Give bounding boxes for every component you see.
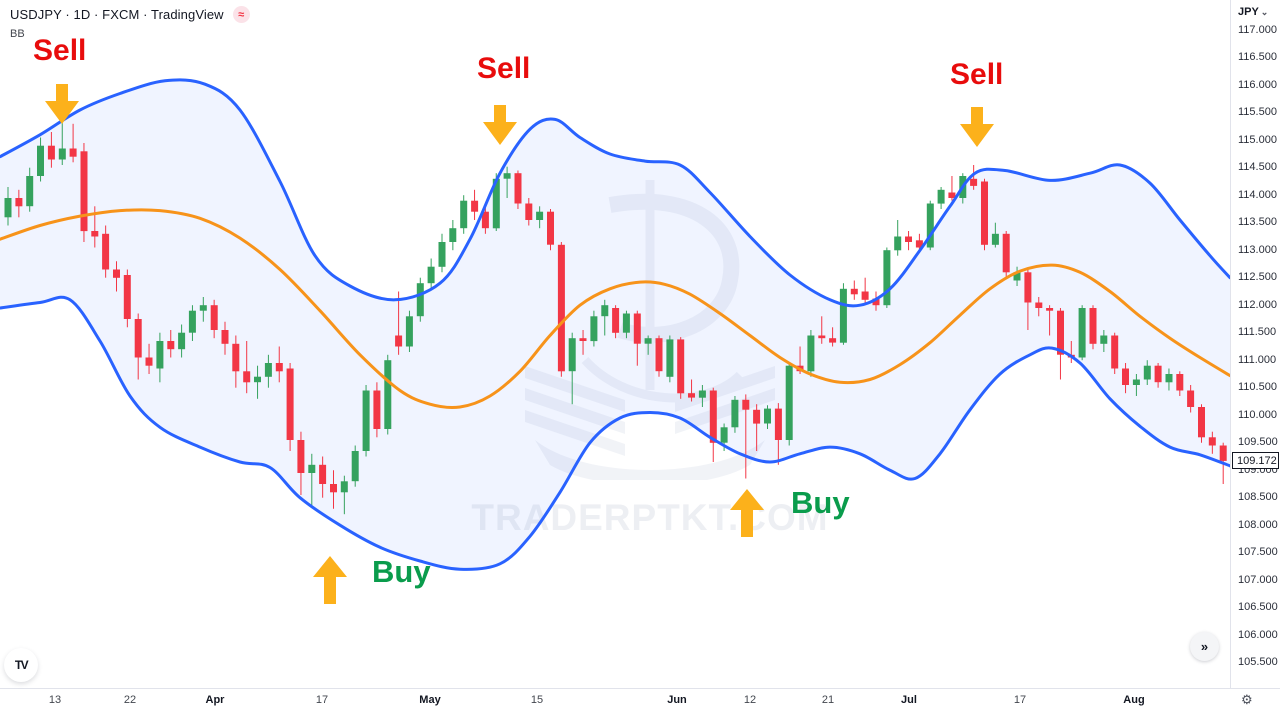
sell-arrow-down-icon[interactable] [483,105,517,145]
price-axis-tick: 117.000 [1238,23,1277,36]
buy-annotation-label[interactable]: Buy [791,485,850,520]
buy-arrow-up-icon[interactable] [313,556,347,604]
sell-arrow-down-icon[interactable] [960,107,994,147]
time-axis-label: 17 [315,694,329,706]
buy-arrow-up-icon[interactable] [730,489,764,537]
bollinger-basis-line[interactable] [0,208,1230,410]
buy-annotation-label[interactable]: Buy [372,554,431,589]
price-axis-tick: 105.500 [1238,656,1278,669]
candles-layer [4,115,1227,515]
sell-annotation-label[interactable]: Sell [33,34,87,67]
price-axis-tick: 106.000 [1238,628,1278,641]
time-axis-label: Jul [901,694,917,706]
time-axis-label: 15 [530,694,544,706]
price-axis[interactable]: JPY ⌄ 117.000 116.500 116.000 115.500 115.000… [1230,0,1280,688]
price-axis-tick: 115.500 [1238,106,1277,119]
price-axis-tick: 112.000 [1238,298,1277,311]
settings-gear-icon[interactable]: ⚙ [1241,692,1253,707]
sell-arrow-down-icon[interactable] [45,84,79,124]
price-axis-tick: 110.500 [1238,381,1277,394]
price-axis-tick: 108.500 [1238,491,1278,504]
bollinger-lower-line[interactable] [0,295,1230,571]
current-price-label: 109.172 [1232,452,1279,470]
price-axis-tick: 116.500 [1238,51,1277,64]
candlestick-chart[interactable] [0,0,1230,688]
price-axis-tick: 113.000 [1238,243,1277,256]
time-axis-label: 13 [48,694,62,706]
bollinger-upper-line[interactable] [0,78,1230,308]
time-axis[interactable]: 13 22 Apr 17 May 15 Jun 12 21 Jul 17 Aug ⚙ [0,688,1280,710]
time-axis-label: Aug [1123,694,1145,706]
price-axis-tick: 107.000 [1238,573,1278,586]
chevron-down-icon: ⌄ [1260,7,1269,17]
price-axis-tick: 114.000 [1238,188,1277,201]
trade-annotations-layer: Sell Sell Sell Buy Buy [33,34,1004,604]
double-chevron-right-icon: » [1200,639,1209,654]
price-axis-tick: 112.500 [1238,271,1277,284]
expand-chevrons-button[interactable]: » [1190,632,1219,661]
price-axis-tick: 106.500 [1238,601,1278,614]
price-axis-tick: 107.500 [1238,546,1278,559]
watermark-text: TRADERPTKT.COM [471,497,829,538]
tradingview-logo-glyph: TV [14,658,29,672]
price-axis-tick: 110.000 [1238,408,1277,421]
sell-annotation-label[interactable]: Sell [950,58,1004,91]
price-axis-tick: 109.500 [1238,436,1278,449]
indicator-label[interactable]: BB [10,28,25,40]
time-axis-label: 22 [123,694,137,706]
chart-legend: USDJPY · 1D · FXCM · TradingView ≈ BB [10,6,250,40]
price-axis-tick: 114.500 [1238,161,1277,174]
price-axis-currency[interactable]: JPY ⌄ [1238,6,1268,18]
price-axis-tick: 111.500 [1238,326,1277,339]
time-axis-label: Apr [205,694,225,706]
price-axis-tick: 111.000 [1238,353,1277,366]
watermark: TRADERPTKT.COM [471,180,829,538]
price-axis-tick: 108.000 [1238,518,1278,531]
price-axis-tick: 113.500 [1238,216,1277,229]
alert-badge-icon[interactable]: ≈ [232,6,250,23]
currency-label: JPY [1238,6,1259,18]
sell-annotation-label[interactable]: Sell [477,52,531,85]
price-axis-tick: 115.000 [1238,133,1277,146]
tradingview-logo[interactable]: TV [4,648,38,682]
watermark-logo-icon [525,180,775,480]
time-axis-label: Jun [667,694,687,706]
price-axis-tick: 116.000 [1238,78,1277,91]
symbol-title[interactable]: USDJPY · 1D · FXCM · TradingView [10,7,224,22]
time-axis-label: 12 [743,694,757,706]
time-axis-label: May [419,694,441,706]
time-axis-label: 17 [1013,694,1027,706]
time-axis-label: 21 [821,694,835,706]
